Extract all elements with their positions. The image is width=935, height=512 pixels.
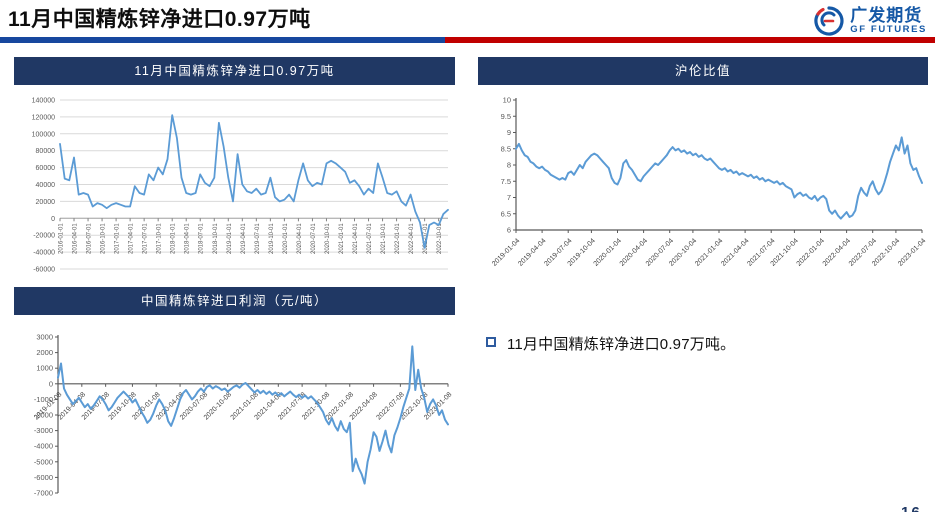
svg-text:2018-01-01: 2018-01-01 — [171, 223, 177, 254]
svg-text:2020-01-01: 2020-01-01 — [283, 223, 289, 254]
page-title: 11月中国精炼锌净进口0.97万吨 — [8, 8, 311, 31]
svg-text:2017-04-01: 2017-04-01 — [129, 223, 135, 254]
svg-text:2019-10-01: 2019-10-01 — [269, 223, 275, 254]
svg-text:140000: 140000 — [32, 98, 55, 105]
svg-text:2017-07-01: 2017-07-01 — [143, 223, 149, 254]
svg-text:2021-04-01: 2021-04-01 — [353, 223, 359, 254]
page-number: 16 — [901, 504, 922, 512]
svg-text:2018-10-01: 2018-10-01 — [213, 223, 219, 254]
net-imports-line-chart: 140000 120000 100000 80000 60000 40000 20000 0 -… — [14, 85, 455, 282]
divider-blue-segment — [0, 37, 445, 43]
svg-text:2019-07-01: 2019-07-01 — [255, 223, 261, 254]
svg-text:2016-04-01: 2016-04-01 — [73, 223, 79, 254]
svg-text:7.5: 7.5 — [501, 177, 511, 186]
title-divider — [0, 37, 935, 43]
svg-text:2019-01-01: 2019-01-01 — [227, 223, 233, 254]
panel-sh-ln-ratio: 沪伦比值 10 9.5 9 8.5 8 7.5 7 6.5 6 2019-01-04 2019-04… — [478, 57, 928, 287]
svg-text:100000: 100000 — [32, 131, 55, 138]
logo-name-cn: 广发期货 — [850, 6, 923, 26]
svg-text:2021-10-01: 2021-10-01 — [381, 223, 387, 254]
svg-text:9.5: 9.5 — [501, 112, 511, 121]
svg-text:2023-01-04: 2023-01-04 — [897, 237, 927, 267]
svg-text:6.5: 6.5 — [501, 209, 511, 218]
bullet-square-icon — [486, 337, 496, 347]
svg-text:2020-07-01: 2020-07-01 — [311, 223, 317, 254]
chart-title-sh-ln-ratio: 沪伦比值 — [478, 57, 928, 85]
svg-text:2019-04-01: 2019-04-01 — [241, 223, 247, 254]
svg-text:2020-04-01: 2020-04-01 — [297, 223, 303, 254]
svg-text:2017-01-01: 2017-01-01 — [115, 223, 121, 254]
svg-text:-5000: -5000 — [34, 457, 53, 466]
bullet-text: 11月中国精炼锌净进口0.97万吨。 — [507, 336, 736, 353]
svg-text:2016-10-01: 2016-10-01 — [101, 223, 107, 254]
sh-ln-ratio-line-chart: 109.598.587.576.562019-01-042019-04-0420… — [478, 85, 928, 287]
svg-text:0: 0 — [49, 379, 53, 388]
svg-text:2022-04-01: 2022-04-01 — [409, 223, 415, 254]
svg-text:-7000: -7000 — [34, 489, 53, 498]
svg-text:2021-07-01: 2021-07-01 — [367, 223, 373, 254]
svg-text:2018-07-01: 2018-07-01 — [199, 223, 205, 254]
svg-text:80000: 80000 — [36, 148, 56, 155]
svg-text:2022-01-01: 2022-01-01 — [395, 223, 401, 254]
svg-text:2000: 2000 — [36, 348, 53, 357]
svg-text:2020-10-01: 2020-10-01 — [325, 223, 331, 254]
svg-text:8.5: 8.5 — [501, 144, 511, 153]
svg-text:-20000: -20000 — [33, 233, 55, 240]
divider-red-segment — [445, 37, 935, 43]
svg-text:60000: 60000 — [36, 165, 56, 172]
svg-text:2018-04-01: 2018-04-01 — [185, 223, 191, 254]
svg-text:20000: 20000 — [36, 199, 56, 206]
svg-text:-6000: -6000 — [34, 473, 53, 482]
gf-futures-logo: 广发期货 GF FUTURES — [813, 5, 927, 37]
panel-import-profit: 中国精炼锌进口利润（元/吨） 3000 2000 1000 0 -1000 -2000 -3… — [14, 287, 455, 512]
bullet-point: 11月中国精炼锌净进口0.97万吨。 — [486, 333, 916, 354]
svg-text:-4000: -4000 — [34, 442, 53, 451]
import-profit-line-chart: 3000 2000 1000 0 -1000 -2000 -3000 -4000 -5000 -6… — [14, 315, 455, 512]
svg-text:2022-10-01: 2022-10-01 — [437, 223, 443, 254]
svg-text:2016-07-01: 2016-07-01 — [87, 223, 93, 254]
svg-text:10: 10 — [503, 96, 511, 105]
svg-text:-60000: -60000 — [33, 267, 55, 274]
svg-text:2017-10-01: 2017-10-01 — [157, 223, 163, 254]
chart-title-import-profit: 中国精炼锌进口利润（元/吨） — [14, 287, 455, 315]
svg-text:3000: 3000 — [36, 333, 53, 342]
svg-text:6: 6 — [507, 226, 511, 235]
svg-text:0: 0 — [51, 216, 55, 223]
svg-text:8: 8 — [507, 161, 511, 170]
gf-logo-text: 广发期货 GF FUTURES — [850, 7, 927, 35]
svg-text:9: 9 — [507, 128, 511, 137]
svg-text:-3000: -3000 — [34, 426, 53, 435]
logo-name-en: GF FUTURES — [850, 23, 927, 35]
svg-text:-1000: -1000 — [34, 395, 53, 404]
svg-text:2016-01-01: 2016-01-01 — [59, 223, 65, 254]
svg-text:2021-01-01: 2021-01-01 — [339, 223, 345, 254]
panel-net-imports: 11月中国精炼锌净进口0.97万吨 140000 120000 100000 8000… — [14, 57, 455, 282]
svg-text:-40000: -40000 — [33, 250, 55, 257]
gf-logo-icon — [814, 6, 844, 36]
svg-text:-2000: -2000 — [34, 411, 53, 420]
svg-text:7: 7 — [507, 193, 511, 202]
svg-text:120000: 120000 — [32, 114, 55, 121]
chart-title-net-imports: 11月中国精炼锌净进口0.97万吨 — [14, 57, 455, 85]
svg-text:40000: 40000 — [36, 182, 56, 189]
svg-text:1000: 1000 — [36, 364, 53, 373]
